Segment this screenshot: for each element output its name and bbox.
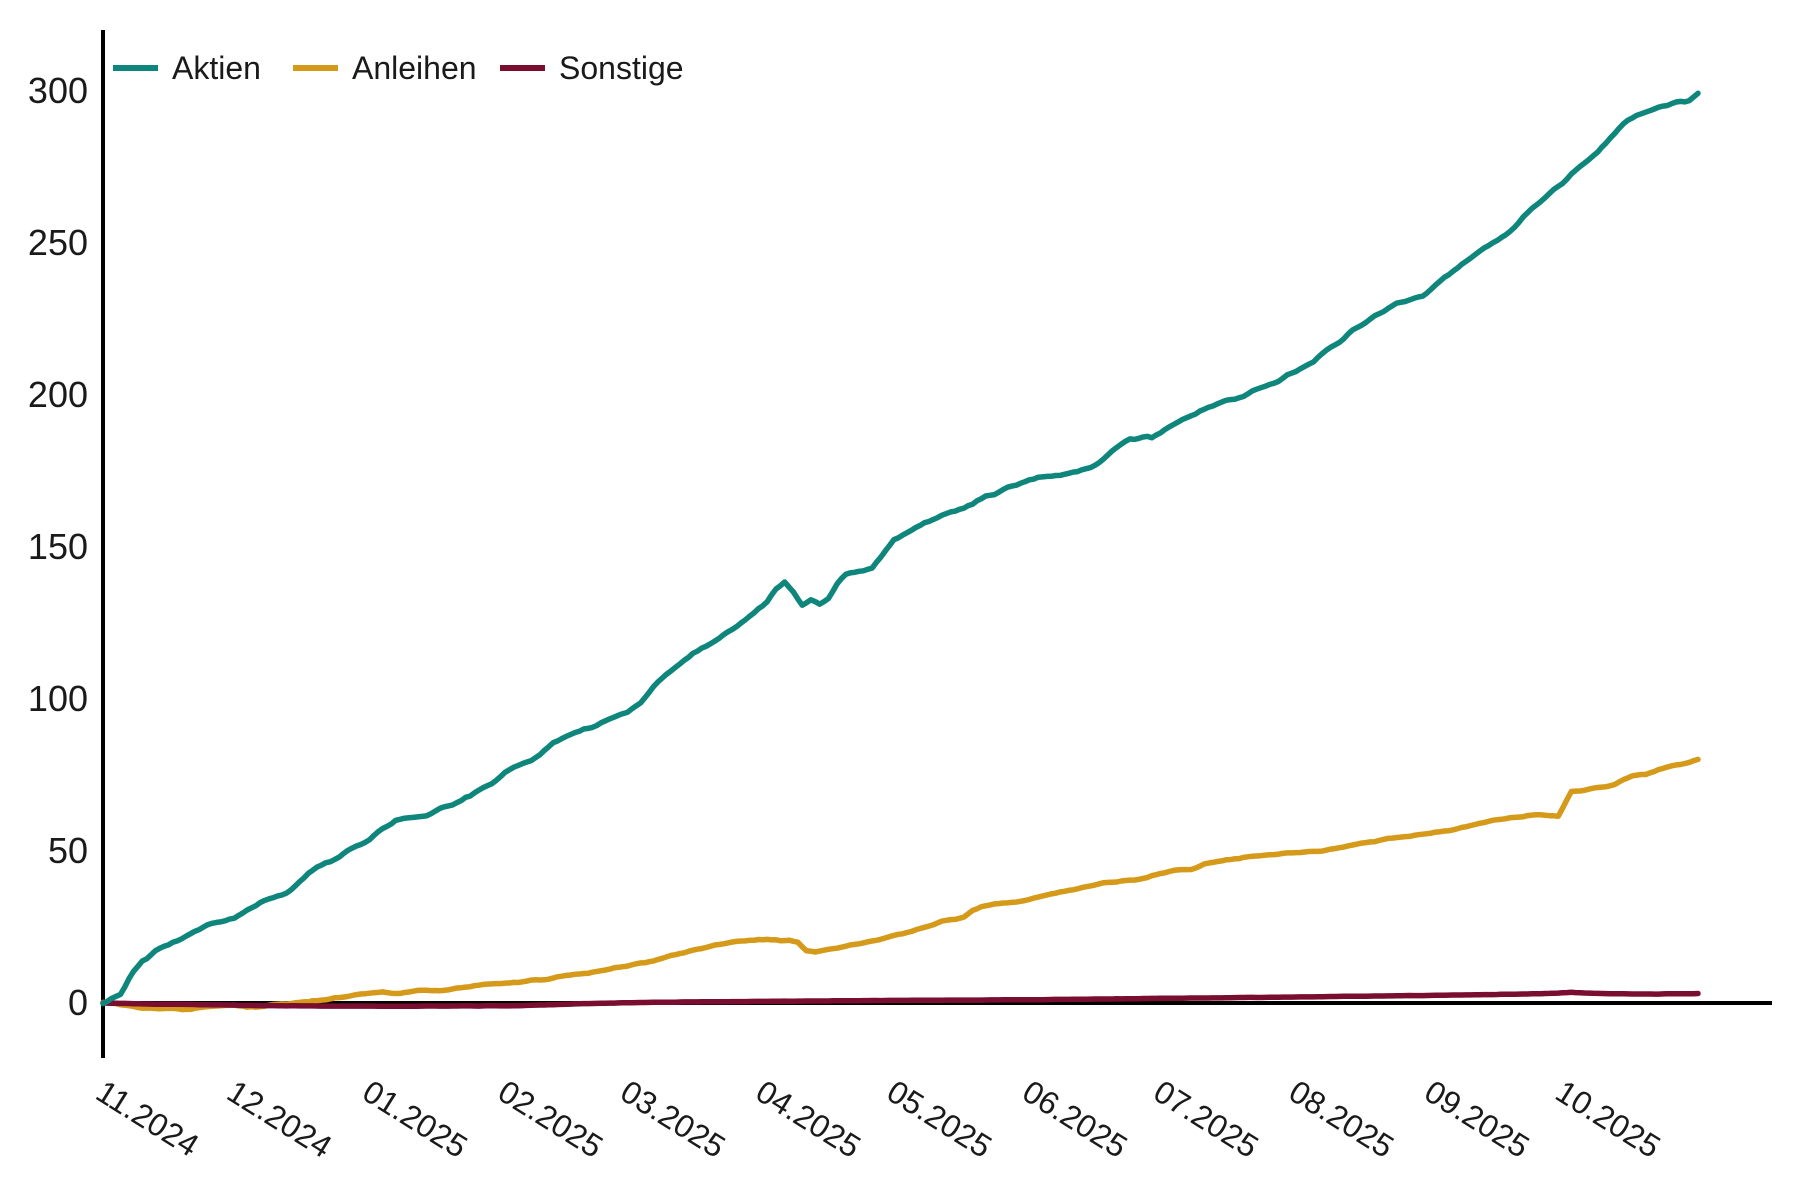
x-tick-label: 03.2025 xyxy=(614,1073,731,1165)
x-tick-label: 04.2025 xyxy=(750,1073,867,1165)
y-tick-label: 100 xyxy=(28,678,88,719)
x-tick-label: 08.2025 xyxy=(1283,1073,1400,1165)
y-tick-label: 250 xyxy=(28,222,88,263)
series-line-anleihen xyxy=(100,756,1701,1013)
series-line-sonstige xyxy=(100,989,1701,1010)
x-tick-label: 07.2025 xyxy=(1148,1073,1265,1165)
x-tick-label: 10.2025 xyxy=(1550,1073,1667,1165)
legend-item-anleihen: Anleihen xyxy=(293,50,477,86)
y-tick-label: 300 xyxy=(28,70,88,111)
x-tick-label: 11.2024 xyxy=(90,1073,205,1164)
y-tick-label: 0 xyxy=(68,982,88,1023)
y-tick-label: 200 xyxy=(28,374,88,415)
x-tick-label: 12.2024 xyxy=(221,1073,338,1165)
legend-item-sonstige: Sonstige xyxy=(500,50,684,86)
y-tick-label: 150 xyxy=(28,526,88,567)
x-tick-label: 06.2025 xyxy=(1016,1073,1133,1165)
x-tick-label: 09.2025 xyxy=(1418,1073,1535,1165)
x-tick-label: 05.2025 xyxy=(881,1073,998,1165)
legend-item-aktien: Aktien xyxy=(113,50,261,86)
series-line-aktien xyxy=(100,90,1701,1007)
y-tick-label: 50 xyxy=(48,830,88,871)
legend-label: Sonstige xyxy=(559,50,684,86)
legend-label: Anleihen xyxy=(352,50,477,86)
legend: Aktien Anleihen Sonstige xyxy=(113,50,684,86)
x-tick-label: 01.2025 xyxy=(357,1073,474,1165)
legend-label: Aktien xyxy=(172,50,261,86)
x-tick-label: 02.2025 xyxy=(492,1073,609,1165)
